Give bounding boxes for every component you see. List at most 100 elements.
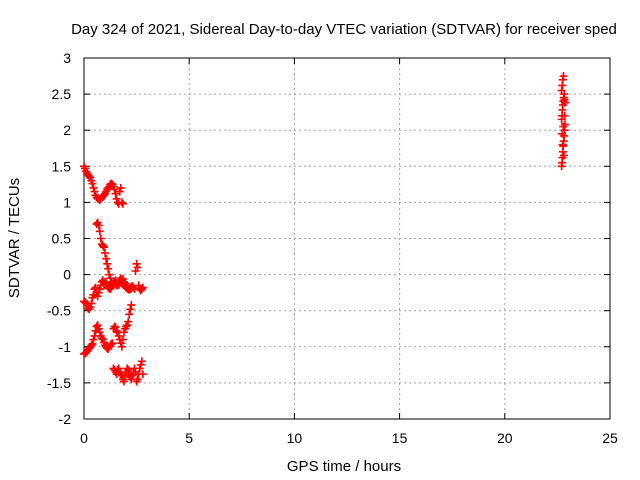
data-point (124, 365, 133, 374)
data-point (138, 370, 147, 379)
data-point (136, 360, 145, 369)
data-point (114, 364, 123, 373)
data-point (123, 364, 132, 373)
series-sat-track-a (80, 162, 127, 208)
data-point (89, 183, 98, 192)
data-point (112, 326, 121, 335)
data-point (102, 254, 111, 263)
data-point (95, 285, 104, 294)
data-point (135, 364, 144, 373)
data-point (127, 284, 136, 293)
data-point (118, 335, 127, 344)
data-point (560, 98, 569, 107)
data-point (102, 279, 111, 288)
data-point (87, 299, 96, 308)
data-point (114, 331, 123, 340)
y-tick-label: 0.5 (52, 231, 72, 247)
data-point (559, 151, 568, 160)
y-tick-label: 1 (63, 194, 71, 210)
data-point (104, 264, 113, 273)
data-point (88, 179, 97, 188)
data-point (89, 335, 98, 344)
y-tick-label: 2.5 (52, 86, 72, 102)
data-point (105, 270, 114, 279)
data-point (88, 339, 97, 348)
data-point (93, 321, 102, 330)
data-point (127, 300, 136, 309)
y-axis-title: SDTVAR / TECUs (6, 178, 23, 298)
chart-title: Day 324 of 2021, Sidereal Day-to-day VTE… (71, 21, 617, 38)
axis-ticks (83, 57, 611, 420)
data-point (90, 187, 99, 196)
y-tick-label: 1.5 (52, 158, 72, 174)
x-tick-label: 20 (497, 430, 513, 446)
data-point (111, 189, 120, 198)
data-point (108, 339, 117, 348)
data-point (111, 323, 120, 332)
data-point (95, 227, 104, 236)
data-point (94, 324, 103, 333)
data-point (110, 185, 119, 194)
data-point (106, 274, 115, 283)
series-sat-track-f (557, 72, 569, 171)
y-tick-label: 0 (63, 267, 71, 283)
data-point (115, 187, 124, 196)
data-point (133, 263, 142, 272)
data-point (125, 310, 134, 319)
data-point (124, 317, 133, 326)
data-point (98, 241, 107, 250)
data-point (85, 172, 94, 181)
data-point (87, 341, 96, 350)
data-point (119, 328, 128, 337)
data-point (121, 371, 130, 380)
series-sat-track-e (109, 357, 147, 386)
data-point (138, 283, 147, 292)
data-point (122, 322, 131, 331)
data-point (123, 321, 132, 330)
data-point (133, 375, 142, 384)
x-axis-title: GPS time / hours (287, 458, 401, 475)
x-tick-label: 15 (392, 430, 408, 446)
y-tick-label: -2 (59, 411, 72, 427)
data-point (558, 129, 567, 138)
data-point (559, 72, 568, 81)
y-tick-labels: -2 -1.5 -1 -0.5 0 0.5 1 1.5 2 2.5 3 (47, 50, 71, 427)
data-point (132, 259, 141, 268)
data-point (560, 93, 569, 102)
data-point (94, 221, 103, 230)
x-tick-label: 5 (185, 430, 193, 446)
y-tick-label: -1 (59, 339, 72, 355)
data-point (116, 370, 125, 379)
data-point (560, 111, 569, 120)
x-tick-label: 0 (80, 430, 88, 446)
data-point (94, 288, 103, 297)
series-sat-track-d (80, 300, 136, 359)
data-point (96, 234, 105, 243)
data-point (126, 305, 135, 314)
grid-lines (84, 58, 610, 419)
data-point (558, 140, 567, 149)
data-point (117, 342, 126, 351)
x-tick-labels: 0 5 10 15 20 25 (80, 430, 618, 446)
data-point (112, 194, 121, 203)
data-point (86, 303, 95, 312)
data-point (101, 248, 110, 257)
x-tick-label: 10 (287, 430, 303, 446)
data-point (119, 377, 128, 386)
data-point (93, 292, 102, 301)
data-point (118, 199, 127, 208)
data-point (97, 334, 106, 343)
data-point (559, 122, 568, 131)
data-point (99, 243, 108, 252)
y-tick-label: 2 (63, 122, 71, 138)
data-point (116, 183, 125, 192)
y-tick-label: 3 (63, 50, 71, 66)
data-point (95, 328, 104, 337)
data-point (137, 285, 146, 294)
data-point (137, 357, 146, 366)
x-tick-label: 25 (602, 430, 618, 446)
series-sat-track-c (92, 218, 136, 294)
y-tick-label: -1.5 (47, 375, 71, 391)
